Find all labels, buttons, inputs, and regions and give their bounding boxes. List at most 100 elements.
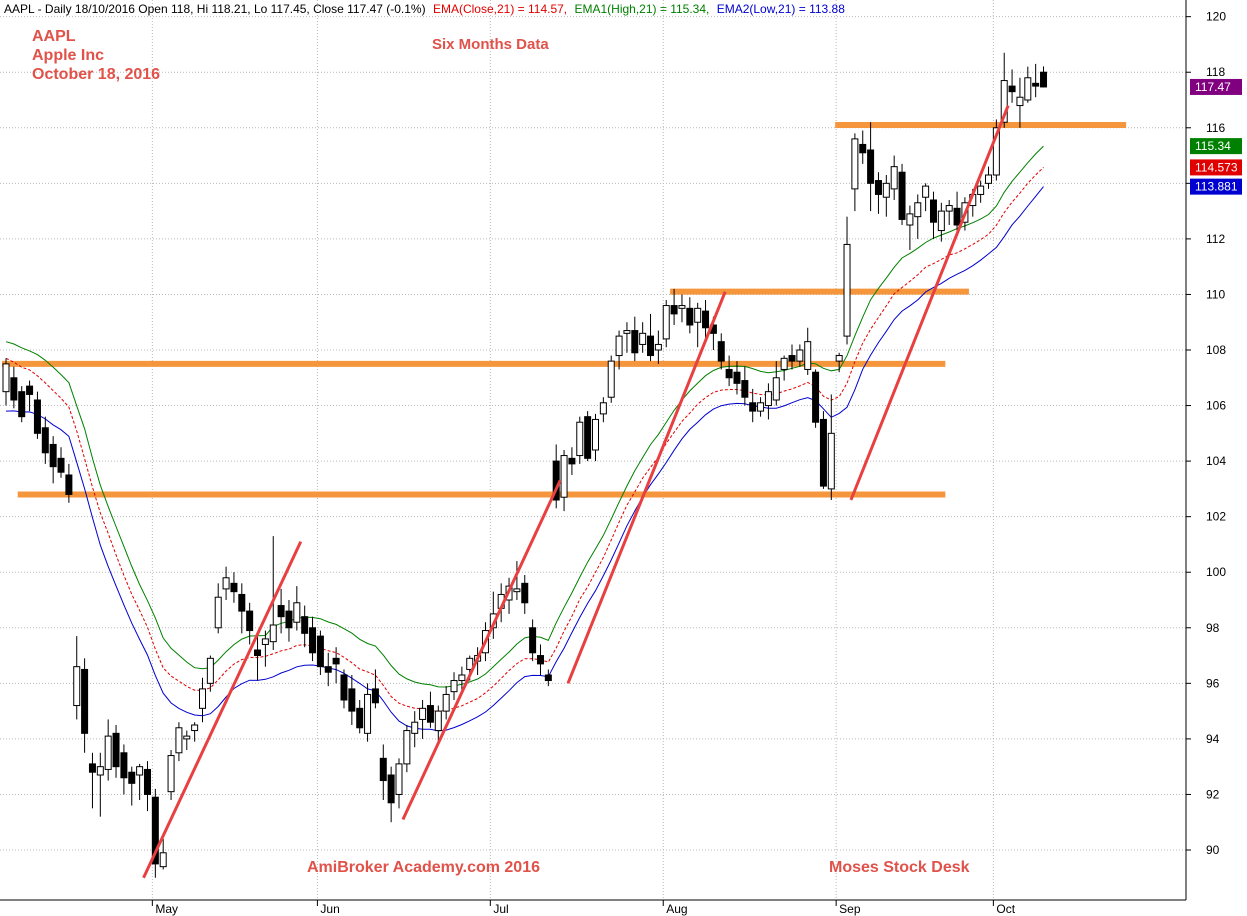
candle-body xyxy=(450,680,458,693)
candle-body xyxy=(379,757,387,782)
candle-body xyxy=(316,635,324,668)
candle-body xyxy=(206,657,214,684)
candles xyxy=(2,52,1048,878)
ema-low-badge-text: 113.881 xyxy=(1195,180,1238,194)
y-tick-label: 112 xyxy=(1206,232,1225,246)
candle-body xyxy=(985,174,992,184)
trend-lines xyxy=(142,105,1010,879)
candle-body xyxy=(143,768,151,795)
x-tick-label: Jun xyxy=(320,902,339,916)
candle-body xyxy=(874,180,882,195)
candle-body xyxy=(238,593,246,612)
x-tick-label: May xyxy=(155,902,178,916)
candle-body xyxy=(356,707,364,729)
trend-line xyxy=(142,541,303,879)
candle-body xyxy=(371,688,379,704)
candle-body xyxy=(33,399,41,434)
candle-body xyxy=(151,796,159,865)
candle-body xyxy=(458,674,466,682)
ema-close-badge-bg xyxy=(1190,159,1242,176)
candle-body xyxy=(1016,96,1024,107)
candle-body xyxy=(159,852,167,868)
candle-body xyxy=(623,330,631,334)
six-months-label: Six Months Data xyxy=(432,36,549,53)
candle-body xyxy=(1000,80,1008,123)
header-ema-high: EMA1(High,21) = 115.34, xyxy=(574,2,709,16)
candle-body xyxy=(411,721,419,734)
candle-body xyxy=(615,335,623,357)
candle-body xyxy=(914,202,922,218)
candle-body xyxy=(1008,85,1016,93)
candle-body xyxy=(49,443,57,468)
candle-body xyxy=(136,766,144,776)
candle-body xyxy=(772,377,780,401)
y-tick-label: 118 xyxy=(1206,65,1225,79)
candle-body xyxy=(631,330,639,354)
candle-body xyxy=(466,657,474,670)
candle-body xyxy=(662,305,670,340)
candle-body xyxy=(890,166,898,190)
candle-body xyxy=(599,402,607,415)
candle-body xyxy=(183,735,191,740)
candle-body xyxy=(10,377,18,401)
y-tick-label: 92 xyxy=(1206,787,1220,801)
candle-body xyxy=(576,421,584,457)
y-tick-label: 94 xyxy=(1206,732,1220,746)
candle-body xyxy=(214,596,222,629)
candle-body xyxy=(167,755,175,793)
trend-line xyxy=(401,479,562,821)
watermark-label: AmiBroker Academy.com 2016 xyxy=(307,859,540,876)
candle-body xyxy=(293,602,301,623)
candle-body xyxy=(104,735,112,770)
candle-body xyxy=(702,310,710,329)
ema-high-badge-text: 115.34 xyxy=(1195,139,1231,153)
candle-body xyxy=(513,588,521,593)
candle-body xyxy=(717,341,725,362)
date-label: October 18, 2016 xyxy=(32,66,160,83)
candle-body xyxy=(348,688,356,712)
candle-body xyxy=(992,127,1000,176)
y-tick-label: 104 xyxy=(1206,454,1226,468)
candle-body xyxy=(812,371,820,423)
candle-body xyxy=(929,199,937,223)
y-tick-label: 102 xyxy=(1206,510,1226,524)
candle-body xyxy=(324,666,332,673)
header-ema-low: EMA2(Low,21) = 113.88 xyxy=(717,2,846,16)
candle-body xyxy=(536,655,544,665)
candle-body xyxy=(757,402,765,412)
y-tick-label: 106 xyxy=(1206,399,1226,413)
candle-body xyxy=(906,213,914,226)
candle-body xyxy=(851,138,859,190)
header-ema-close: EMA(Close,21) = 114.57, xyxy=(433,2,567,16)
candle-body xyxy=(584,416,592,459)
trend-line xyxy=(849,105,1010,501)
header-prefix: AAPL - Daily 18/10/2016 Open 118, Hi 118… xyxy=(4,2,426,16)
candle-body xyxy=(953,207,961,226)
candle-body xyxy=(568,457,576,465)
support-levels xyxy=(2,122,1127,498)
candle-body xyxy=(937,210,945,232)
candle-body xyxy=(309,627,317,654)
desk-label: Moses Stock Desk xyxy=(829,859,970,876)
candle-body xyxy=(592,418,599,451)
candle-body xyxy=(426,705,434,723)
last-close-badge-bg xyxy=(1190,78,1242,95)
candle-body xyxy=(945,205,953,212)
x-axis-ticks: May Jun Jul Aug Sep Oct xyxy=(151,900,1016,916)
candle-body xyxy=(827,432,835,490)
candle-body xyxy=(647,335,655,357)
candle-body xyxy=(332,657,340,665)
candle-body xyxy=(898,171,906,220)
candle-body xyxy=(222,577,230,590)
x-tick-label: Jul xyxy=(493,902,508,916)
candle-body xyxy=(261,638,269,645)
candle-body xyxy=(835,355,843,362)
candle-body xyxy=(607,360,615,398)
candle-body xyxy=(1024,77,1032,101)
trend-line xyxy=(566,291,727,684)
candle-body xyxy=(867,149,875,184)
candle-body xyxy=(521,582,529,604)
ema-low-badge-bg xyxy=(1190,178,1242,195)
candle-body xyxy=(112,732,120,768)
